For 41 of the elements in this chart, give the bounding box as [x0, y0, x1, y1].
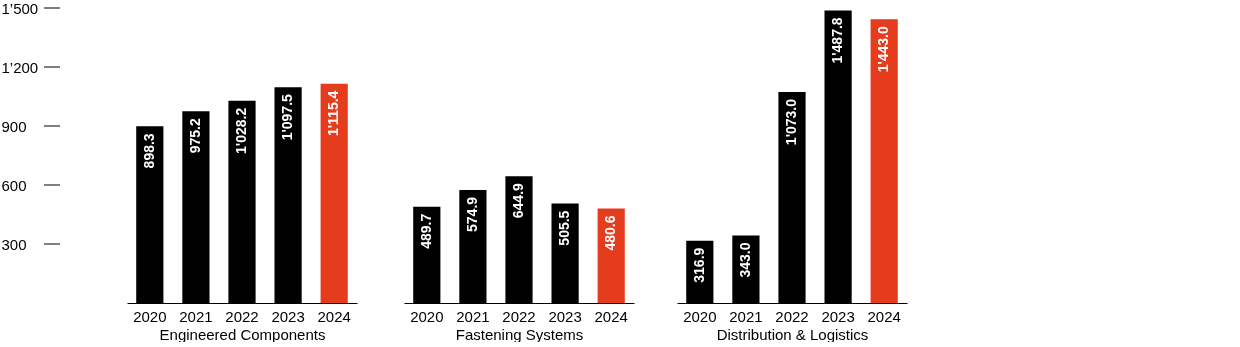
x-tick-label: 2022 [502, 307, 536, 325]
data-label: 1'028.2 [233, 107, 249, 154]
data-label: 489.7 [417, 213, 434, 249]
x-tick-label: 2024 [594, 307, 628, 325]
x-tick-label: 2023 [271, 307, 305, 325]
x-tick-label: 2021 [179, 307, 213, 325]
data-label: 316.9 [690, 247, 707, 283]
data-label: 574.9 [463, 196, 480, 232]
data-label: 975.2 [186, 118, 203, 154]
data-label: 1'115.4 [325, 90, 342, 137]
data-label: 505.5 [556, 210, 573, 246]
x-tick-label: 2021 [456, 307, 490, 325]
y-tick-label: 900 [1, 117, 27, 135]
data-label: 898.3 [140, 133, 157, 169]
data-label: 1'487.8 [829, 17, 846, 64]
x-tick-label: 2024 [317, 307, 351, 325]
bar [870, 19, 898, 303]
y-tick-label: 600 [1, 176, 27, 194]
y-tick-label: 300 [1, 235, 27, 253]
x-tick-label: 2023 [821, 307, 855, 325]
bar [320, 83, 348, 303]
y-tick-label: 1’200 [1, 58, 39, 76]
data-label: 480.6 [602, 215, 619, 251]
x-tick-label: 2020 [683, 307, 717, 325]
bar [597, 208, 625, 303]
data-label: 1'073.0 [783, 98, 799, 146]
x-tick-label: 2021 [729, 307, 763, 325]
data-label: 644.9 [510, 182, 526, 219]
x-axis-title: Distribution & Logistics [716, 325, 869, 343]
x-tick-label: 2022 [775, 307, 809, 325]
data-label: 1'097.5 [279, 93, 296, 141]
x-tick-label: 2022 [225, 307, 259, 325]
x-tick-label: 2020 [410, 307, 444, 325]
x-tick-label: 2024 [867, 307, 901, 325]
x-tick-label: 2023 [548, 307, 582, 325]
data-label: 343.0 [736, 242, 753, 278]
y-tick-label: 1’500 [1, 0, 39, 17]
x-tick-label: 2020 [133, 307, 167, 325]
x-axis-title: Fastening Systems [455, 325, 584, 343]
data-label: 1'443.0 [875, 26, 892, 73]
x-axis-title: Engineered Components [159, 325, 326, 343]
